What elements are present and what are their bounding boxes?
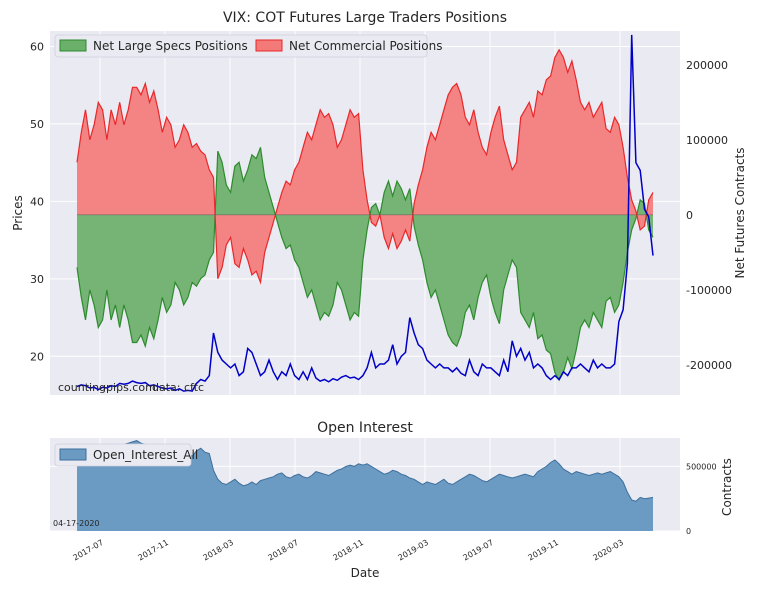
left-ytick-label: 20 — [30, 350, 44, 363]
xtick-label: 2019-03 — [397, 538, 430, 563]
legend-oi-label: Open_Interest_All — [93, 448, 198, 462]
xtick-label: 2020-03 — [592, 538, 625, 563]
vix-line — [76, 34, 654, 392]
oi-fill — [77, 440, 653, 531]
right-ytick-label: -100000 — [686, 284, 732, 297]
xtick-label: 2018-03 — [202, 538, 235, 563]
left-ytick-label: 50 — [30, 118, 44, 131]
specs-area — [77, 147, 653, 380]
vix-price-line — [76, 34, 654, 392]
xtick-label: 2018-11 — [332, 538, 365, 563]
left-ytick-label: 40 — [30, 195, 44, 208]
watermark-site: countingpips.com — [58, 381, 156, 394]
xtick-label: 2018-07 — [267, 538, 300, 563]
main-chart-title: VIX: COT Futures Large Traders Positions — [223, 10, 507, 26]
commercial-line — [76, 48, 654, 285]
right-ytick-label: 0 — [686, 209, 693, 222]
left-ytick-label: 30 — [30, 273, 44, 286]
oi-legend: Open_Interest_All — [54, 443, 198, 467]
x-axis-label: Date — [351, 566, 380, 580]
legend-specs-swatch — [59, 39, 87, 52]
net-positions-areas — [76, 48, 654, 382]
left-ytick-label: 60 — [30, 40, 44, 53]
main-legend: Net Large Specs Positions Net Commercial… — [54, 34, 442, 58]
watermark-data: data: cftc — [152, 381, 204, 394]
date-label: 04-17-2020 — [53, 519, 100, 528]
legend-oi-swatch — [59, 448, 87, 461]
legend-specs-label: Net Large Specs Positions — [93, 39, 248, 53]
right-ytick-label: 100000 — [686, 134, 728, 147]
legend-comm-label: Net Commercial Positions — [289, 39, 442, 53]
oi-chart-title: Open Interest — [317, 420, 413, 436]
xtick-label: 2017-07 — [72, 538, 105, 563]
legend-comm-swatch — [255, 39, 283, 52]
oi-ytick-label: 500000 — [686, 462, 717, 471]
right-ytick-label: 200000 — [686, 59, 728, 72]
oi-ytick-label: 0 — [686, 527, 691, 536]
left-yticks: 20 30 40 50 60 — [30, 40, 44, 363]
right-axis-label: Net Futures Contracts — [733, 147, 747, 278]
oi-axis-label: Contracts — [720, 458, 734, 516]
specs-line — [76, 147, 654, 382]
right-ytick-label: -200000 — [686, 359, 732, 372]
right-yticks: -200000 -100000 0 100000 200000 — [686, 59, 732, 372]
xtick-label: 2017-11 — [137, 538, 170, 563]
oi-right-yticks: 0 500000 — [686, 462, 717, 536]
xtick-label: 2019-11 — [527, 538, 560, 563]
left-axis-label: Prices — [11, 195, 25, 231]
xtick-label: 2019-07 — [462, 538, 495, 563]
x-ticks: 2017-07 2017-11 2018-03 2018-07 2018-11 2019-… — [72, 538, 625, 563]
commercial-area — [77, 49, 653, 283]
